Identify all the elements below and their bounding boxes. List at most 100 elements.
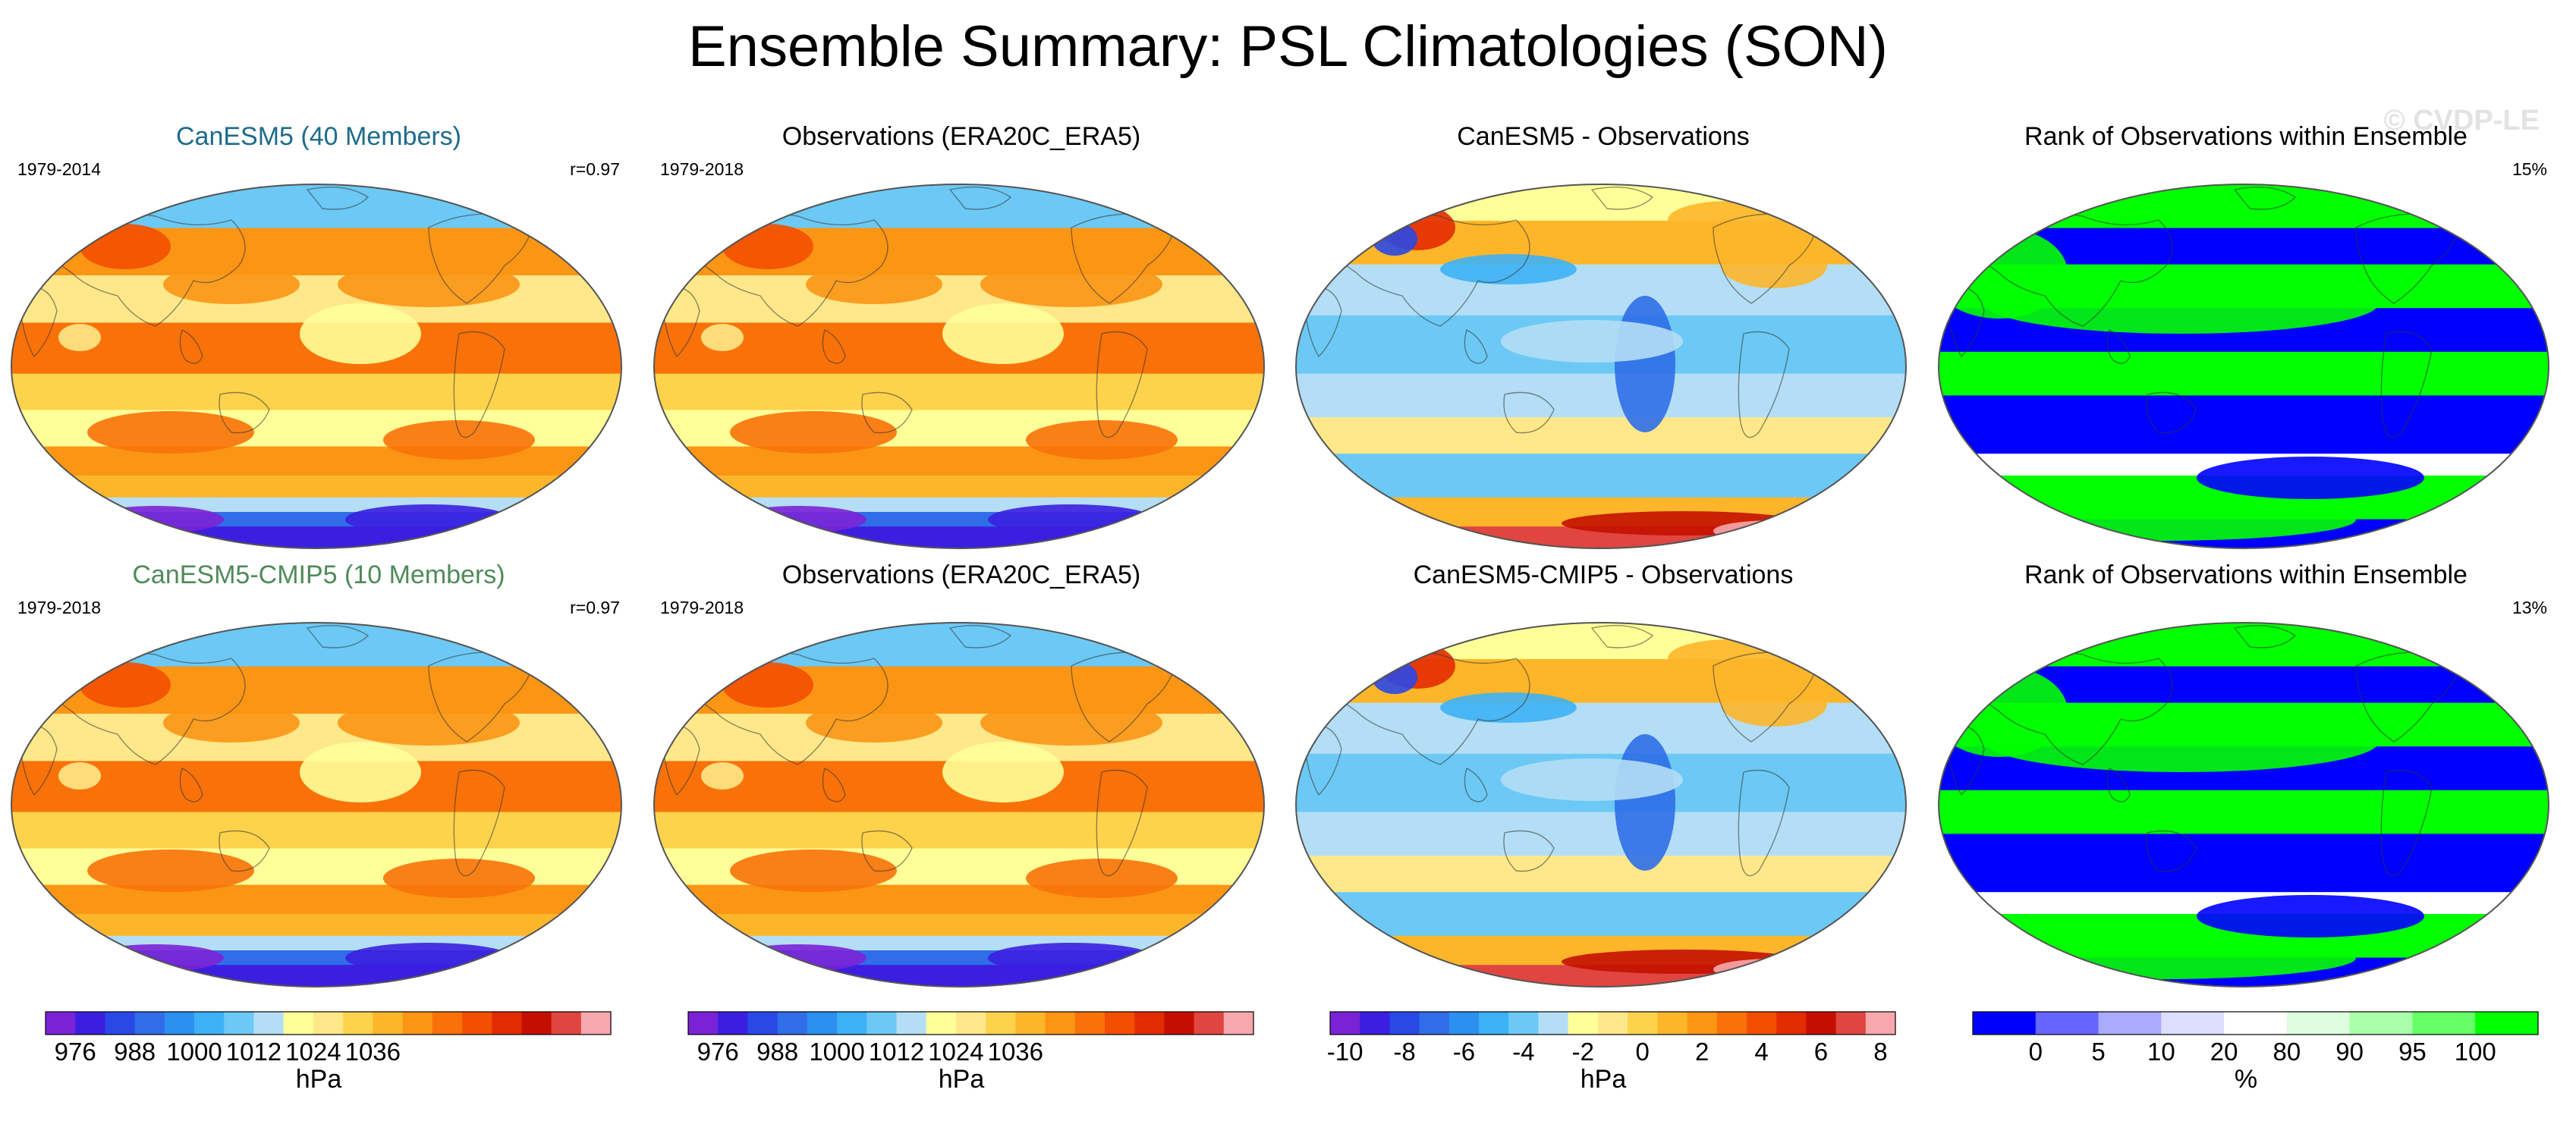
colorbar-swatch	[2098, 1012, 2162, 1035]
field-blob	[163, 265, 300, 304]
coastline	[1503, 830, 1555, 872]
colorbar-swatch	[1746, 1012, 1777, 1035]
field-band	[11, 526, 621, 548]
colorbar-tick-label: 1036	[345, 1038, 401, 1062]
colorbar-tick-label: 100	[2455, 1038, 2496, 1062]
coastline	[1464, 767, 1488, 802]
field-band	[11, 497, 621, 513]
colorbar-swatch	[1448, 1012, 1480, 1035]
colorbar-swatch	[492, 1012, 522, 1035]
coastline	[2146, 830, 2197, 872]
coastline	[18, 724, 58, 796]
panel-cmip5-psl: CanESM5-CMIP5 (10 Members) 1979-2018 r=0…	[4, 558, 634, 1013]
colorbar-tick-label: 1036	[988, 1038, 1043, 1062]
colorbar-tick-label: 976	[697, 1038, 739, 1062]
coastline	[2233, 187, 2297, 210]
panel-rank-percent: 13%	[2512, 598, 2547, 617]
colorbar-swatch	[1479, 1012, 1509, 1035]
coastline	[33, 651, 246, 765]
coastline	[948, 187, 1012, 210]
panel-canesm5-psl: CanESM5 (40 Members) 1979-2014 r=0.97	[4, 120, 634, 575]
field-blob	[80, 224, 171, 269]
field-band	[654, 446, 1264, 476]
field-band	[1939, 351, 2549, 397]
colorbar-tick-label: 1000	[809, 1038, 864, 1062]
field-blob	[1668, 639, 1789, 677]
field-band	[654, 623, 1264, 667]
field-blob	[345, 943, 512, 973]
field-blob	[730, 849, 897, 892]
colorbar-swatch	[837, 1012, 867, 1035]
field-band	[11, 965, 621, 987]
colorbar-tick-label: 2	[1695, 1038, 1709, 1062]
colorbar-tick-label: 90	[2335, 1038, 2364, 1062]
coastline	[1464, 328, 1488, 364]
field-blob	[1562, 511, 1804, 535]
coastline	[861, 830, 913, 872]
field-band	[11, 512, 621, 528]
colorbar-swatch	[253, 1012, 285, 1035]
colorbar-swatch	[1419, 1012, 1450, 1035]
coastline	[1945, 724, 1985, 796]
coastline	[1303, 286, 1342, 358]
panel-rank-percent: 15%	[2512, 159, 2547, 179]
coastline	[306, 187, 370, 210]
field-band	[654, 914, 1264, 937]
colorbar-swatch	[461, 1012, 492, 1035]
field-blob	[942, 742, 1064, 802]
field-band	[654, 950, 1264, 966]
coastline	[1590, 187, 1654, 210]
colorbar-swatch	[373, 1012, 404, 1035]
panel-title: CanESM5-CMIP5 (10 Members)	[132, 560, 505, 589]
map-border	[11, 622, 622, 988]
coastline	[1318, 651, 1530, 765]
field-blob	[1026, 420, 1178, 460]
colorbar-swatch	[1538, 1012, 1569, 1035]
coastline	[1961, 212, 2173, 327]
colorbar-swatch	[1360, 1012, 1391, 1035]
coastline	[453, 331, 505, 438]
field-blob	[1721, 243, 1827, 288]
colorbar-swatch	[1776, 1012, 1807, 1035]
colorbar-tick-label: 976	[55, 1038, 96, 1062]
colorbar-swatch	[1835, 1012, 1867, 1035]
colorbar-swatch	[2412, 1012, 2476, 1035]
colorbar-tick-label: 1024	[285, 1038, 341, 1062]
colorbar-swatch	[1865, 1012, 1896, 1035]
field-band	[11, 812, 621, 849]
coastline	[676, 651, 889, 765]
field-blob	[58, 762, 101, 790]
field-blob	[980, 700, 1162, 746]
colorbar-swatch	[1628, 1012, 1658, 1035]
field-blob	[345, 504, 512, 535]
colorbar-swatch	[164, 1012, 195, 1035]
field-blob	[87, 411, 254, 454]
colorbar-unit: hPa	[1580, 1065, 1627, 1094]
colorbar-swatch	[777, 1012, 808, 1035]
coastline	[1738, 331, 1790, 438]
field-blob	[87, 506, 224, 533]
colorbar-tick-label: -2	[1572, 1038, 1594, 1062]
colorbar-swatch	[2286, 1012, 2351, 1035]
map-cmip5-diff	[1295, 622, 1907, 988]
colorbar-swatch	[1973, 1012, 2037, 1035]
colorbar-tick-label: 988	[756, 1038, 798, 1062]
colorbar-psl-2: 976 988 1000 1012 1024 1036 hPa	[646, 1007, 1276, 1121]
colorbar-outline	[45, 1011, 612, 1035]
map-cmip5-rank	[1938, 622, 2549, 988]
field-band	[11, 446, 621, 476]
field-band	[654, 184, 1264, 229]
field-band	[654, 526, 1264, 548]
colorbar-swatch	[1330, 1012, 1360, 1035]
colorbar-tick-label: 80	[2273, 1038, 2301, 1062]
coastline	[1503, 391, 1555, 434]
field-blob	[701, 762, 744, 790]
coastline	[219, 830, 270, 872]
field-blob	[383, 859, 535, 898]
coastline	[2380, 769, 2433, 877]
field-blob	[1668, 201, 1789, 239]
colorbar-swatch	[807, 1012, 838, 1035]
colorbar-tick-label: 95	[2398, 1038, 2427, 1062]
coastline	[179, 767, 203, 802]
coastline	[18, 286, 58, 358]
